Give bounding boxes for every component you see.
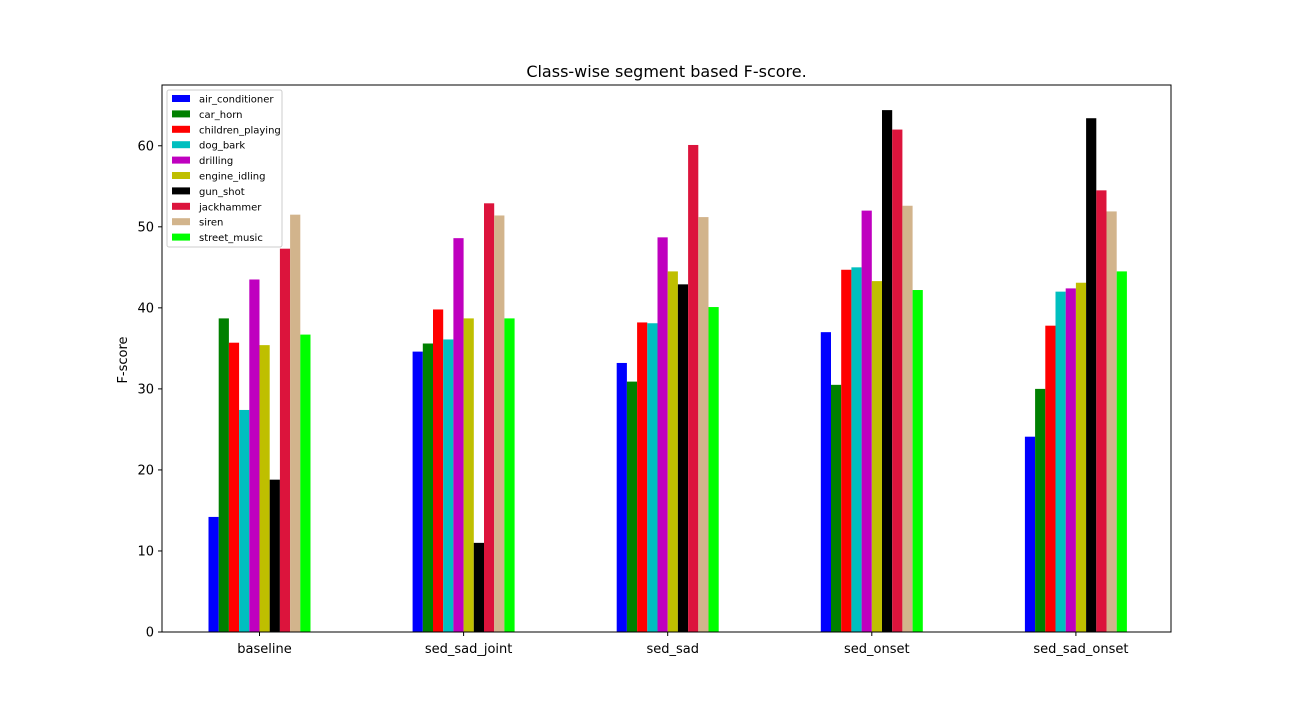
bar-siren-baseline xyxy=(290,214,301,632)
bar-gun_shot-sed_onset xyxy=(882,110,893,633)
y-tick-label: 20 xyxy=(137,463,154,478)
bar-jackhammer-sed_onset xyxy=(892,129,903,632)
legend-label-gun_shot: gun_shot xyxy=(199,187,245,198)
legend-label-jackhammer: jackhammer xyxy=(198,202,262,213)
bar-siren-sed_sad_onset xyxy=(1106,211,1117,633)
y-tick-label: 30 xyxy=(137,382,154,397)
bar-dog_bark-sed_onset xyxy=(851,267,862,632)
bar-jackhammer-sed_sad_onset xyxy=(1096,190,1107,632)
plot-frame xyxy=(161,84,1172,633)
y-tick-label: 60 xyxy=(137,139,154,154)
bar-car_horn-sed_sad_joint xyxy=(422,343,433,632)
bar-gun_shot-baseline xyxy=(269,479,280,632)
legend-swatch-drilling xyxy=(172,156,190,164)
legend-swatch-street_music xyxy=(172,233,190,241)
bars-layer xyxy=(208,110,1127,633)
y-tick-label: 50 xyxy=(137,220,154,235)
y-tick-label: 10 xyxy=(137,544,154,559)
bar-engine_idling-sed_sad_joint xyxy=(463,318,474,632)
bar-siren-sed_sad xyxy=(698,217,709,632)
bar-engine_idling-sed_sad_onset xyxy=(1075,282,1087,632)
bar-gun_shot-sed_sad_onset xyxy=(1086,118,1097,633)
bar-engine_idling-sed_onset xyxy=(871,281,882,632)
bar-siren-sed_sad_joint xyxy=(494,215,505,632)
bar-children_playing-sed_sad xyxy=(637,322,648,632)
y-axis: 0 10 20 30 40 50 60 xyxy=(137,139,162,641)
bar-gun_shot-sed_sad xyxy=(677,284,689,632)
legend-label-engine_idling: engine_idling xyxy=(199,172,265,183)
legend-swatch-dog_bark xyxy=(172,141,190,149)
bar-gun_shot-sed_sad_joint xyxy=(473,542,484,632)
bar-street_music-sed_sad_joint xyxy=(504,318,515,632)
bar-children_playing-baseline xyxy=(228,342,240,632)
bar-car_horn-sed_sad_onset xyxy=(1035,388,1046,632)
legend-label-dog_bark: dog_bark xyxy=(199,141,245,152)
bar-air_conditioner-sed_sad xyxy=(616,362,627,632)
x-tick-label: sed_sad_onset xyxy=(1033,642,1128,657)
y-axis-label: F-score xyxy=(116,336,131,383)
legend-label-siren: siren xyxy=(199,218,223,229)
bar-dog_bark-baseline xyxy=(239,409,250,632)
legend-swatch-gun_shot xyxy=(172,187,190,195)
bar-drilling-sed_sad xyxy=(657,237,668,632)
legend-swatch-children_playing xyxy=(172,125,190,133)
bar-street_music-sed_onset xyxy=(912,290,923,632)
bar-engine_idling-sed_sad xyxy=(667,271,678,632)
legend-label-children_playing: children_playing xyxy=(199,125,281,136)
legend-box xyxy=(166,89,283,248)
x-tick-label: sed_onset xyxy=(844,642,910,657)
bar-dog_bark-sed_sad_onset xyxy=(1055,291,1066,632)
legend-swatch-car_horn xyxy=(172,110,190,118)
bar-car_horn-baseline xyxy=(218,318,229,632)
x-axis: baseline sed_sad_joint sed_sad sed_onset sed… xyxy=(237,632,1128,657)
bar-siren-sed_onset xyxy=(902,205,913,632)
bar-jackhammer-sed_sad_joint xyxy=(484,203,495,632)
bar-street_music-sed_sad_onset xyxy=(1116,271,1127,632)
bar-children_playing-sed_onset xyxy=(841,269,852,632)
legend-swatch-engine_idling xyxy=(172,172,190,179)
legend-swatch-air_conditioner xyxy=(172,95,190,102)
bar-children_playing-sed_sad_joint xyxy=(433,309,444,632)
legend-swatch-jackhammer xyxy=(172,202,190,210)
legend-label-drilling: drilling xyxy=(199,156,233,167)
bar-children_playing-sed_sad_onset xyxy=(1045,325,1056,632)
bar-jackhammer-baseline xyxy=(279,248,291,632)
bar-car_horn-sed_onset xyxy=(831,384,842,632)
bar-street_music-baseline xyxy=(300,334,311,632)
bar-air_conditioner-sed_sad_onset xyxy=(1024,436,1036,632)
chart-title: Class-wise segment based F-score. xyxy=(526,62,806,81)
x-tick-label: sed_sad_joint xyxy=(425,642,513,657)
bar-air_conditioner-sed_sad_joint xyxy=(412,351,423,632)
bar-jackhammer-sed_sad xyxy=(688,144,699,632)
bar-air_conditioner-sed_onset xyxy=(820,332,831,632)
legend: air_conditioner car_horn children_playingd… xyxy=(166,89,283,248)
bar-air_conditioner-baseline xyxy=(208,516,219,632)
legend-label-car_horn: car_horn xyxy=(199,110,242,121)
bar-dog_bark-sed_sad xyxy=(647,323,658,632)
legend-swatch-siren xyxy=(172,218,190,226)
bar-engine_idling-baseline xyxy=(259,345,270,632)
y-tick-label: 40 xyxy=(137,301,154,316)
legend-label-air_conditioner: air_conditioner xyxy=(199,95,274,106)
bar-drilling-sed_sad_onset xyxy=(1065,288,1076,632)
legend-label-street_music: street_music xyxy=(199,233,263,244)
y-tick-label: 0 xyxy=(146,626,154,641)
bar-street_music-sed_sad xyxy=(708,307,719,632)
bar-drilling-baseline xyxy=(249,279,260,632)
bar-drilling-sed_sad_joint xyxy=(453,238,464,632)
bar-car_horn-sed_sad xyxy=(626,381,638,632)
bar-dog_bark-sed_sad_joint xyxy=(443,339,454,632)
x-tick-label: baseline xyxy=(237,642,291,657)
bar-drilling-sed_onset xyxy=(861,210,872,633)
x-tick-label: sed_sad xyxy=(646,642,699,657)
